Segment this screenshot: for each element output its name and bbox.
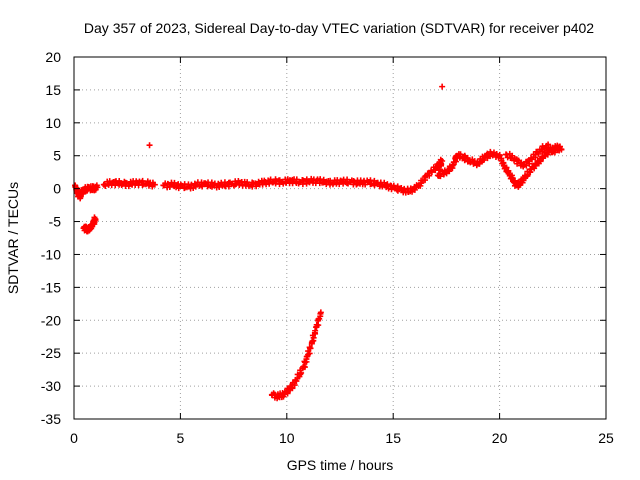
data-point: [509, 152, 516, 159]
data-point: [535, 150, 542, 157]
data-point: [306, 344, 313, 351]
data-point: [498, 155, 505, 162]
data-point: [527, 169, 534, 176]
y-tick-label: 10: [45, 115, 61, 131]
y-tick-label: -35: [41, 411, 61, 427]
y-tick-label: 15: [45, 82, 61, 98]
y-tick-label: -20: [41, 312, 61, 328]
x-tick-label: 15: [385, 430, 401, 446]
data-point: [437, 173, 444, 180]
y-axis-label: SDTVAR / TECUs: [5, 182, 21, 294]
data-point: [551, 149, 558, 156]
data-point: [505, 167, 512, 174]
chart-title: Day 357 of 2023, Sidereal Day-to-day VTE…: [84, 20, 594, 36]
data-point: [293, 378, 300, 385]
data-point: [558, 146, 565, 153]
data-point: [146, 142, 153, 149]
data-point: [306, 350, 313, 357]
data-point: [139, 177, 146, 184]
y-tick-label: 0: [53, 181, 61, 197]
data-point: [171, 179, 178, 186]
plot-border: [73, 56, 607, 420]
data-point: [303, 356, 310, 363]
axis-ticks: 0 5 10 15 20 25 -35 -30 -25 -20 -15 -10 -5 0 5 10 15 20: [41, 49, 614, 446]
data-point: [449, 162, 456, 169]
data-point: [311, 329, 318, 336]
data-points: [72, 83, 565, 402]
data-point: [384, 181, 391, 188]
x-tick-label: 0: [70, 430, 78, 446]
y-tick-label: -15: [41, 279, 61, 295]
data-point: [544, 151, 551, 158]
data-point: [102, 183, 109, 190]
data-point: [105, 181, 112, 188]
data-point: [438, 161, 445, 168]
data-point: [216, 183, 223, 190]
y-tick-label: -5: [49, 214, 62, 230]
grid: [74, 57, 606, 419]
data-point: [439, 83, 446, 90]
data-point: [94, 184, 101, 191]
data-point: [266, 180, 273, 187]
data-point: [417, 182, 424, 189]
data-point: [298, 369, 305, 376]
x-tick-label: 25: [598, 430, 614, 446]
data-point: [310, 334, 317, 341]
data-point: [307, 345, 314, 352]
y-tick-label: 20: [45, 49, 61, 65]
data-point: [496, 151, 503, 158]
data-point: [520, 177, 527, 184]
y-tick-label: -10: [41, 246, 61, 262]
data-point: [426, 172, 433, 179]
x-tick-label: 20: [492, 430, 508, 446]
data-point: [464, 154, 471, 161]
data-point: [528, 156, 535, 163]
x-tick-label: 5: [177, 430, 185, 446]
data-point: [317, 309, 324, 316]
data-point: [537, 158, 544, 165]
data-point: [199, 183, 206, 190]
data-point: [480, 156, 487, 163]
data-point: [411, 186, 418, 193]
x-tick-label: 10: [279, 430, 295, 446]
data-point: [92, 215, 99, 222]
data-point: [151, 181, 158, 188]
y-tick-label: -30: [41, 378, 61, 394]
x-axis-label: GPS time / hours: [287, 457, 394, 473]
y-tick-label: 5: [53, 148, 61, 164]
y-tick-label: -25: [41, 345, 61, 361]
data-point: [428, 169, 435, 176]
